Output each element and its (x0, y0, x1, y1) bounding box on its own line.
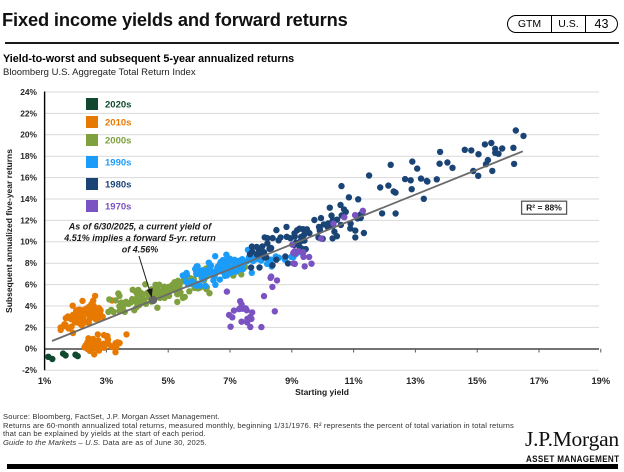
svg-text:11%: 11% (345, 376, 364, 386)
svg-text:22%: 22% (20, 108, 37, 118)
svg-text:13%: 13% (406, 376, 425, 386)
svg-text:2%: 2% (25, 322, 38, 332)
svg-text:17%: 17% (530, 376, 549, 386)
svg-text:20%: 20% (20, 130, 37, 140)
svg-text:1980s: 1980s (105, 180, 131, 191)
svg-text:18%: 18% (20, 151, 37, 161)
svg-text:1970s: 1970s (105, 202, 131, 213)
svg-text:14%: 14% (20, 194, 37, 204)
svg-text:Subsequent annualized five-yea: Subsequent annualized five-year returns (4, 149, 14, 313)
svg-text:19%: 19% (591, 376, 610, 386)
svg-text:0%: 0% (25, 344, 38, 354)
svg-text:1%: 1% (38, 376, 52, 386)
svg-text:6%: 6% (25, 280, 38, 290)
svg-text:4%: 4% (25, 301, 38, 311)
svg-text:16%: 16% (20, 173, 37, 183)
svg-text:9%: 9% (285, 376, 299, 386)
svg-text:1990s: 1990s (105, 158, 131, 169)
svg-text:2020s: 2020s (105, 100, 131, 111)
svg-text:As of 6/30/2025, a current yie: As of 6/30/2025, a current yield of (68, 222, 213, 232)
svg-text:12%: 12% (20, 215, 37, 225)
svg-text:3%: 3% (100, 376, 114, 386)
svg-text:2000s: 2000s (105, 136, 131, 147)
svg-text:10%: 10% (20, 237, 37, 247)
svg-text:8%: 8% (25, 258, 38, 268)
svg-text:-2%: -2% (22, 365, 37, 375)
svg-text:24%: 24% (20, 87, 37, 97)
svg-text:Starting yield: Starting yield (295, 387, 349, 397)
svg-text:2010s: 2010s (105, 118, 131, 129)
svg-text:15%: 15% (468, 376, 487, 386)
svg-text:7%: 7% (223, 376, 237, 386)
svg-text:R² = 88%: R² = 88% (526, 203, 562, 213)
svg-text:5%: 5% (161, 376, 175, 386)
svg-text:of 4.56%: of 4.56% (122, 245, 159, 255)
svg-text:4.51% implies a forward 5-yr.: 4.51% implies a forward 5-yr. return (63, 233, 216, 243)
